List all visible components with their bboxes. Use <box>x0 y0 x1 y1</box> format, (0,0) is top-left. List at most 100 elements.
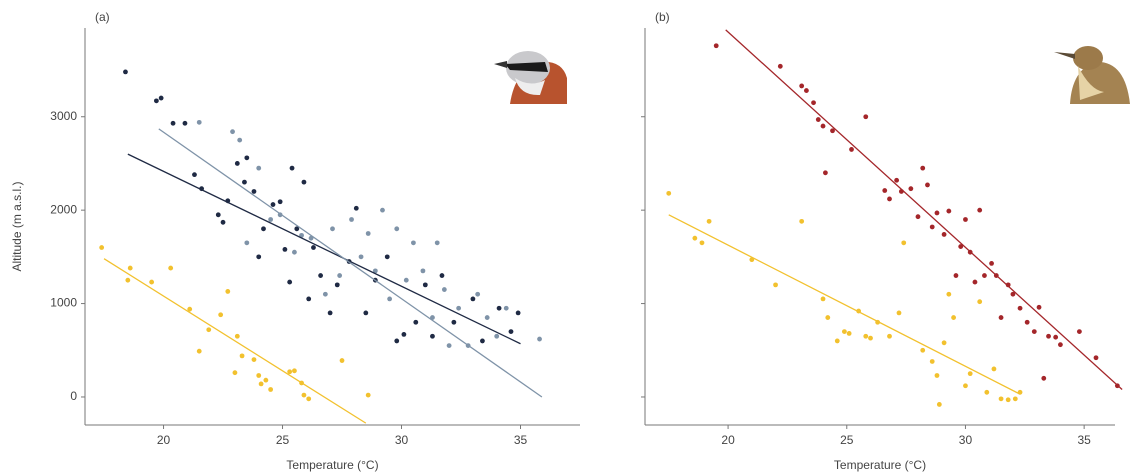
point <box>1017 305 1023 311</box>
point <box>887 333 892 339</box>
point <box>230 129 235 135</box>
point <box>868 335 873 341</box>
point <box>196 119 202 125</box>
point <box>244 240 250 246</box>
point <box>496 305 502 311</box>
point <box>334 282 340 288</box>
point <box>292 368 297 374</box>
point <box>830 128 835 134</box>
point <box>282 246 288 252</box>
point <box>1041 375 1047 381</box>
point <box>666 190 672 196</box>
point <box>251 357 257 363</box>
point <box>349 217 354 222</box>
point <box>372 268 378 274</box>
point <box>153 98 159 104</box>
x-tick-label: 20 <box>157 433 171 447</box>
point <box>413 319 419 325</box>
point <box>215 212 221 218</box>
x-axis-label: Temperature (°C) <box>834 458 926 472</box>
point <box>387 296 393 302</box>
point <box>294 226 300 232</box>
point <box>799 83 805 89</box>
point <box>1005 282 1011 288</box>
y-tick-label: 1000 <box>50 296 77 310</box>
point <box>301 392 307 398</box>
panel-label: (a) <box>95 10 110 24</box>
point <box>237 137 243 143</box>
point <box>353 205 359 211</box>
point <box>998 396 1004 402</box>
point <box>158 95 164 101</box>
point <box>946 291 952 297</box>
x-tick-label: 25 <box>840 433 854 447</box>
x-tick-label: 35 <box>514 433 528 447</box>
point <box>258 381 264 387</box>
point <box>849 147 854 152</box>
point <box>446 343 452 348</box>
point <box>537 336 542 342</box>
point <box>1076 329 1082 334</box>
point <box>998 315 1004 320</box>
point <box>261 226 266 232</box>
point <box>277 199 283 205</box>
point <box>692 235 698 241</box>
point <box>475 291 481 297</box>
point <box>953 273 959 278</box>
point <box>456 305 462 311</box>
point <box>1012 396 1018 402</box>
point <box>713 43 719 49</box>
point <box>220 219 226 225</box>
point <box>901 240 907 246</box>
point <box>882 188 888 193</box>
point <box>225 289 231 294</box>
y-tick-label: 3000 <box>50 109 77 123</box>
point <box>263 377 269 383</box>
point <box>270 202 276 207</box>
point <box>494 333 500 339</box>
x-axis-label: Temperature (°C) <box>286 458 378 472</box>
point <box>234 333 240 339</box>
point <box>515 310 521 316</box>
point <box>292 249 297 255</box>
point <box>170 120 176 126</box>
point <box>182 120 188 126</box>
x-tick-label: 30 <box>959 433 973 447</box>
point <box>934 210 940 216</box>
x-tick-label: 20 <box>721 433 735 447</box>
point <box>268 387 274 392</box>
point <box>127 265 133 271</box>
point <box>887 196 892 202</box>
point <box>99 245 105 250</box>
point <box>422 282 428 288</box>
point <box>934 373 940 378</box>
point <box>777 63 783 69</box>
point <box>1093 355 1099 361</box>
point <box>234 161 240 166</box>
point <box>1036 304 1042 310</box>
y-tick-label: 2000 <box>50 202 77 216</box>
point <box>951 315 956 320</box>
point <box>815 117 821 122</box>
point <box>820 296 826 302</box>
point <box>846 331 852 336</box>
bird-icon-b <box>1054 42 1130 104</box>
point <box>149 279 155 285</box>
point <box>946 208 952 214</box>
point <box>1010 291 1016 297</box>
point <box>363 310 369 316</box>
point <box>929 359 935 364</box>
point <box>337 273 343 278</box>
point <box>825 315 831 320</box>
point <box>823 170 828 176</box>
point <box>439 273 445 278</box>
point <box>773 282 778 288</box>
point <box>125 277 131 283</box>
point <box>239 353 245 359</box>
point <box>1031 329 1037 334</box>
point <box>411 240 416 246</box>
point <box>834 338 840 344</box>
point <box>982 273 987 278</box>
